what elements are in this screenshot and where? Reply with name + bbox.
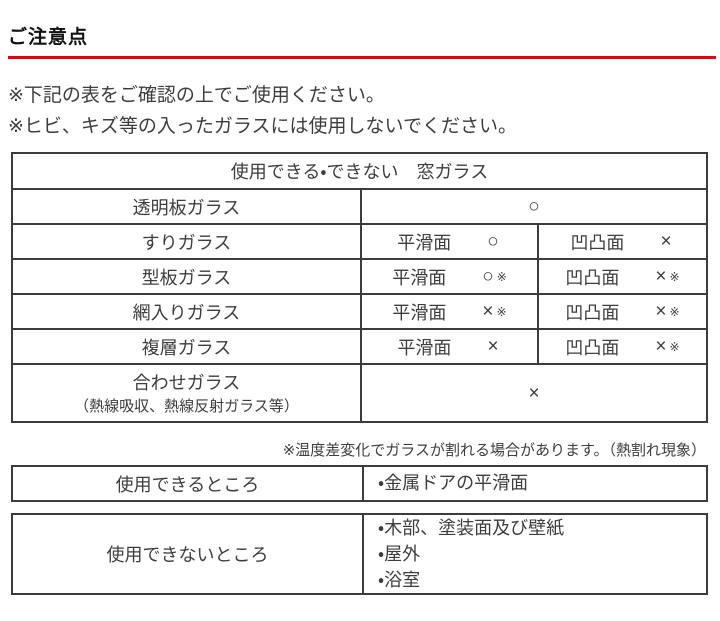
table-row-clear-glass: 透明板ガラス ○ bbox=[11, 188, 708, 225]
usability-mark-group: ○ ※ bbox=[482, 267, 507, 286]
table-row: 使用できないところ ・木部、塗装面及び壁紙 ・屋外 ・浴室 bbox=[11, 513, 708, 595]
smooth-surface-cell: 平滑面 ○ bbox=[360, 223, 539, 260]
usability-mark: × bbox=[655, 266, 667, 287]
unusable-places-table: 使用できないところ ・木部、塗装面及び壁紙 ・屋外 ・浴室 bbox=[11, 513, 708, 595]
smooth-surface-cell: 平滑面 × bbox=[360, 328, 539, 365]
smooth-surface-label: 平滑面 bbox=[397, 232, 452, 253]
usability-mark: ○ bbox=[487, 231, 499, 252]
page-title: ご注意点 bbox=[8, 27, 89, 48]
usability-mark-group: × bbox=[660, 232, 674, 251]
table-row-laminated-glass: 合わせガラス （熱線吸収、熱線反射ガラス等） × bbox=[11, 363, 708, 423]
thermal-crack-footnote: ※温度差変化でガラスが割れる場合があります。（熱割れ現象） bbox=[282, 442, 706, 459]
usability-mark: × bbox=[655, 336, 667, 357]
glass-type-label-cell: 合わせガラス （熱線吸収、熱線反射ガラス等） bbox=[11, 363, 362, 423]
red-divider bbox=[8, 56, 716, 59]
glass-type-label: すりガラス bbox=[11, 223, 362, 260]
glass-type-label: 型板ガラス bbox=[11, 258, 362, 295]
usability-mark: × bbox=[660, 231, 672, 252]
usability-mark: × bbox=[487, 336, 499, 357]
uneven-surface-label: 凹凸面 bbox=[565, 337, 620, 358]
uneven-surface-cell: 凹凸面 × ※ bbox=[537, 258, 708, 295]
smooth-surface-label: 平滑面 bbox=[392, 302, 447, 323]
usability-mark: ○ bbox=[528, 196, 540, 217]
usability-mark: × bbox=[655, 301, 667, 322]
reference-mark: ※ bbox=[496, 304, 507, 319]
reference-mark: ※ bbox=[669, 304, 680, 319]
usability-mark-group: × ※ bbox=[655, 267, 679, 286]
list-item: ・浴室 bbox=[378, 570, 421, 590]
glass-type-label: 複層ガラス bbox=[11, 328, 362, 365]
usability-mark-group: × ※ bbox=[655, 337, 679, 356]
glass-type-label: 網入りガラス bbox=[11, 293, 362, 330]
unusable-places-label: 使用できないところ bbox=[11, 513, 364, 595]
caution-notes: ※下記の表をご確認の上でご使用ください。 ※ヒビ、キズ等の入ったガラスには使用し… bbox=[8, 80, 517, 142]
usable-places-label: 使用できるところ bbox=[11, 465, 364, 502]
usability-mark-group: × bbox=[487, 337, 501, 356]
caution-note-line1: ※下記の表をご確認の上でご使用ください。 bbox=[8, 85, 385, 106]
usable-places-table: 使用できるところ ・金属ドアの平滑面 bbox=[11, 465, 708, 502]
glass-usage-table: 使用できる・できない 窓ガラス 透明板ガラス ○ すりガラス 平滑面 ○ bbox=[11, 152, 708, 423]
glass-type-label: 透明板ガラス bbox=[11, 188, 362, 225]
glass-table-title: 使用できる・できない 窓ガラス bbox=[11, 152, 708, 190]
uneven-surface-label: 凹凸面 bbox=[570, 232, 625, 253]
usability-mark: ○ bbox=[482, 266, 494, 287]
reference-mark: ※ bbox=[669, 269, 680, 284]
glass-type-label: 合わせガラス bbox=[132, 372, 241, 393]
table-row-frosted-glass: すりガラス 平滑面 ○ 凹凸面 × bbox=[11, 223, 708, 260]
smooth-surface-label: 平滑面 bbox=[397, 337, 452, 358]
list-item: ・屋外 bbox=[378, 544, 421, 564]
usability-span-cell: ○ bbox=[360, 188, 708, 225]
unusable-places-list: ・木部、塗装面及び壁紙 ・屋外 ・浴室 bbox=[362, 513, 708, 595]
usability-mark-group: × ※ bbox=[655, 302, 679, 321]
usability-span-cell: × bbox=[360, 363, 708, 423]
uneven-surface-label: 凹凸面 bbox=[565, 302, 620, 323]
smooth-surface-cell: 平滑面 ○ ※ bbox=[360, 258, 539, 295]
list-item: ・金属ドアの平滑面 bbox=[378, 473, 529, 493]
uneven-surface-cell: 凹凸面 × ※ bbox=[537, 293, 708, 330]
usable-places-list: ・金属ドアの平滑面 bbox=[362, 465, 708, 502]
table-row: 使用できるところ ・金属ドアの平滑面 bbox=[11, 465, 708, 502]
usability-mark: × bbox=[528, 382, 540, 404]
usability-mark-group: ○ bbox=[487, 232, 501, 251]
reference-mark: ※ bbox=[496, 269, 507, 284]
table-row-double-glazing: 複層ガラス 平滑面 × 凹凸面 × ※ bbox=[11, 328, 708, 365]
uneven-surface-cell: 凹凸面 × bbox=[537, 223, 708, 260]
caution-note-line2: ※ヒビ、キズ等の入ったガラスには使用しないでください。 bbox=[8, 116, 517, 137]
table-row-patterned-glass: 型板ガラス 平滑面 ○ ※ 凹凸面 × ※ bbox=[11, 258, 708, 295]
smooth-surface-cell: 平滑面 × ※ bbox=[360, 293, 539, 330]
uneven-surface-cell: 凹凸面 × ※ bbox=[537, 328, 708, 365]
uneven-surface-label: 凹凸面 bbox=[565, 267, 620, 288]
list-item: ・木部、塗装面及び壁紙 bbox=[378, 518, 565, 538]
usability-mark: × bbox=[482, 301, 494, 322]
smooth-surface-label: 平滑面 bbox=[392, 267, 447, 288]
reference-mark: ※ bbox=[669, 339, 680, 354]
table-row-wired-glass: 網入りガラス 平滑面 × ※ 凹凸面 × bbox=[11, 293, 708, 330]
glass-type-sublabel: （熱線吸収、熱線反射ガラス等） bbox=[74, 397, 299, 415]
glass-table-header-row: 使用できる・できない 窓ガラス bbox=[11, 152, 708, 190]
usability-mark-group: × ※ bbox=[482, 302, 506, 321]
